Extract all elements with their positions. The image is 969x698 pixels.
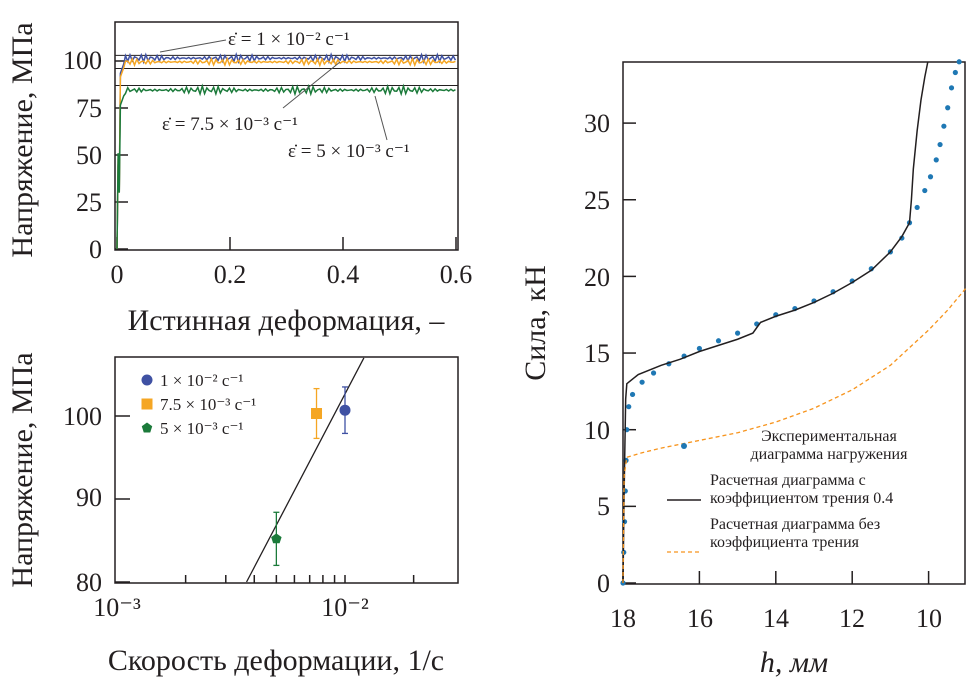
legend: Экспериментальная диаграмма нагружения Р… [710, 428, 908, 551]
x-tick-label: 16 [687, 604, 713, 633]
y-tick-label: 15 [584, 339, 610, 368]
data-point [696, 345, 703, 352]
x-tick-label: 0 [111, 260, 124, 289]
series-line [622, 286, 968, 584]
marker-circle [339, 404, 351, 416]
annotation-arrow [374, 95, 388, 141]
y-tick-label: 25 [584, 186, 610, 215]
data-point [922, 187, 928, 194]
y-axis-label: Сила, кН [519, 265, 552, 381]
series-line [116, 52, 457, 250]
data-point [626, 404, 632, 410]
data-point [715, 338, 722, 344]
y-tick-label: 50 [76, 141, 102, 170]
y-tick-label: 100 [63, 46, 102, 75]
y-tick-label: 90 [76, 483, 102, 512]
legend-label: Экспериментальная диаграмма нагружения [750, 428, 908, 463]
y-tick-label: 25 [76, 188, 102, 217]
x-tick-label: 10 [916, 604, 942, 633]
data-point [941, 123, 947, 129]
legend-marker-dot [681, 443, 687, 449]
data-point [927, 174, 934, 180]
marker-square [311, 408, 323, 420]
data-point [952, 69, 958, 76]
data-point [933, 157, 939, 163]
x-axis-label: h, мм [760, 646, 828, 679]
y-tick-label: 75 [76, 94, 102, 123]
annotation-arrow [159, 39, 227, 53]
legend-label: 1 × 10⁻² c⁻¹ [160, 371, 244, 390]
series-line [116, 83, 456, 250]
fit-line [245, 357, 365, 583]
legend-label: Расчетная диаграмма с коэффициентом трен… [710, 472, 894, 507]
data-point [914, 204, 920, 211]
x-axis-label: Скорость деформации, 1/c [108, 644, 444, 677]
y-tick-label: 100 [63, 402, 102, 431]
x-tick-label: 10⁻³ [93, 593, 141, 622]
y-tick-label: 30 [584, 109, 610, 138]
marker-circle [141, 374, 153, 386]
x-tick-label: 10⁻² [321, 593, 369, 622]
x-tick-label: 0.4 [327, 260, 360, 289]
legend-label: Расчетная диаграмма без коэффициента тре… [710, 516, 881, 551]
marker-pentagon [141, 422, 153, 433]
y-tick-label: 0 [597, 569, 610, 598]
panel-stress-strain: 0 0.2 0.4 0.6 0 25 50 75 100 Истинная де… [6, 21, 473, 337]
data-point [948, 85, 955, 91]
annotation-5e-3: ε̇ = 5 × 10⁻³ c⁻¹ [288, 141, 410, 162]
x-tick-label: 14 [763, 604, 789, 633]
marker-pentagon [271, 533, 282, 544]
data-point [629, 391, 636, 398]
plot-frame [114, 356, 459, 584]
panel-stress-rate: 10⁻³ 10⁻² 80 90 100 Скорость деформации,… [6, 352, 459, 677]
legend-label: 5 × 10⁻³ c⁻¹ [160, 419, 244, 438]
annotation-1e-2: ε̇ = 1 × 10⁻² c⁻¹ [228, 29, 350, 50]
marker-square [141, 398, 153, 410]
data-point [956, 59, 962, 65]
data-point [937, 141, 943, 148]
y-tick-label: 0 [89, 235, 102, 264]
y-tick-label: 20 [584, 263, 610, 292]
data-point [945, 105, 951, 111]
y-tick-label: 80 [76, 568, 102, 597]
x-tick-label: 0.6 [440, 260, 473, 289]
panel-force-height: 18 16 14 12 10 0 5 10 15 20 25 30 h, мм … [519, 59, 968, 679]
x-axis-label: Истинная деформация, – [128, 304, 446, 337]
series-line [116, 56, 456, 250]
data-point [639, 379, 645, 385]
annotation-7.5e-3: ε̇ = 7.5 × 10⁻³ c⁻¹ [162, 114, 298, 135]
y-tick-label: 10 [584, 416, 610, 445]
plot-frame [114, 21, 459, 251]
series-line [622, 61, 929, 584]
x-tick-label: 18 [610, 604, 636, 633]
data-point [735, 330, 741, 336]
data-point [650, 370, 657, 376]
y-axis-label: Напряжение, МПа [6, 352, 39, 587]
annotation-arrow [282, 61, 341, 109]
plot-frame [622, 61, 966, 585]
x-tick-label: 12 [839, 604, 865, 633]
y-tick-label: 5 [597, 492, 610, 521]
x-tick-label: 0.2 [214, 260, 247, 289]
legend-label: 7.5 × 10⁻³ c⁻¹ [160, 395, 256, 414]
y-axis-label: Напряжение, МПа [6, 22, 39, 257]
